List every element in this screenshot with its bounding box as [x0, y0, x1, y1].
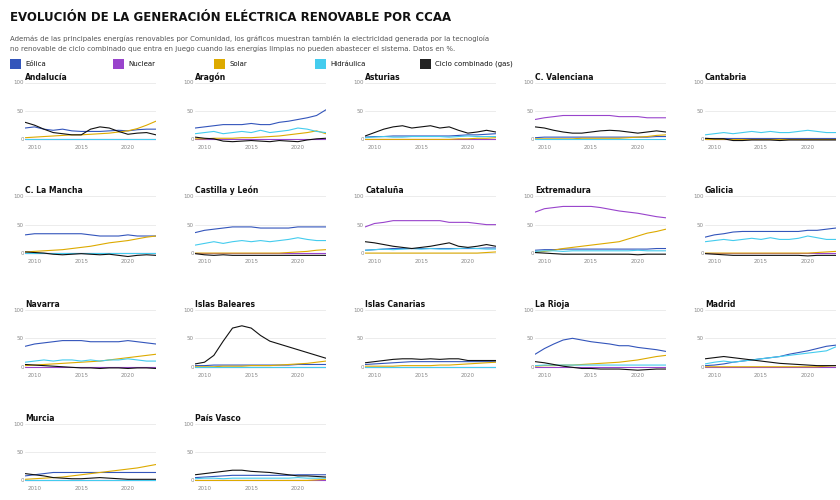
Text: Eólica: Eólica: [25, 61, 46, 67]
Text: C. La Mancha: C. La Mancha: [25, 186, 83, 196]
Text: Galicia: Galicia: [705, 186, 734, 196]
Text: Además de las principales energías renovables por Comunidad, los gráficos muestr: Además de las principales energías renov…: [10, 35, 489, 42]
Text: Cantabria: Cantabria: [705, 72, 748, 82]
Text: Extremadura: Extremadura: [535, 186, 591, 196]
Text: Cataluña: Cataluña: [365, 186, 404, 196]
Text: Madrid: Madrid: [705, 300, 736, 309]
Text: País Vasco: País Vasco: [195, 414, 241, 423]
Text: Nuclear: Nuclear: [129, 61, 155, 67]
Text: Asturias: Asturias: [365, 72, 401, 82]
Text: EVOLUCIÓN DE LA GENERACIÓN ELÉCTRICA RENOVABLE POR CCAA: EVOLUCIÓN DE LA GENERACIÓN ELÉCTRICA REN…: [10, 11, 451, 24]
Text: Andalucía: Andalucía: [25, 72, 68, 82]
Text: Islas Canarias: Islas Canarias: [365, 300, 425, 309]
Text: Navarra: Navarra: [25, 300, 60, 309]
Text: Ciclo combinado (gas): Ciclo combinado (gas): [435, 60, 513, 67]
Text: La Rioja: La Rioja: [535, 300, 570, 309]
Text: Hidráulica: Hidráulica: [330, 61, 365, 67]
Text: Solar: Solar: [229, 61, 247, 67]
Text: Aragón: Aragón: [195, 72, 227, 82]
Text: Castilla y León: Castilla y León: [195, 186, 259, 196]
Text: C. Valenciana: C. Valenciana: [535, 72, 594, 82]
Text: no renovable de ciclo combinado que entra en juego cuando las energías limpias n: no renovable de ciclo combinado que entr…: [10, 45, 455, 52]
Text: Murcia: Murcia: [25, 414, 55, 423]
Text: Islas Baleares: Islas Baleares: [195, 300, 255, 309]
